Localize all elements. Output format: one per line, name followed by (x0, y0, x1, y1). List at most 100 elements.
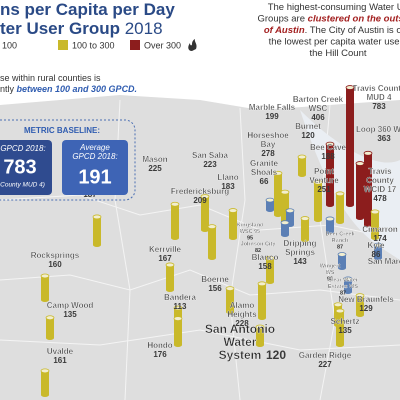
cylinder (338, 254, 346, 268)
cylinder-top (355, 161, 365, 166)
location-value: 120 (266, 348, 286, 362)
text-run: ns per Capita per Day (0, 0, 175, 19)
cylinder (286, 210, 294, 225)
cylinder (171, 204, 179, 238)
cylinder-top (228, 208, 238, 213)
cylinder-top (273, 170, 283, 176)
cylinder (41, 370, 49, 395)
text-run: clustered on the outskirt (308, 13, 400, 24)
text-run: between 100 and 300 GPCD. (17, 84, 138, 94)
location-name: Travis County (353, 84, 400, 93)
note-line: The highest-consuming Water Us (268, 2, 400, 13)
location-value: 129 (359, 304, 373, 313)
cylinder-top (170, 201, 180, 207)
location-value: 158 (258, 262, 272, 271)
cylinder-top (265, 255, 275, 261)
cylinder (336, 193, 344, 222)
legend-swatch (58, 40, 68, 50)
location-value: 478 (373, 194, 387, 203)
cylinder (371, 211, 379, 238)
location-value: 143 (293, 257, 307, 266)
cylinder-top (207, 224, 217, 230)
location-name: New Braunfels (338, 295, 394, 304)
note-line: ntly between 100 and 300 GPCD. (0, 84, 137, 94)
cylinder (326, 218, 334, 232)
location-value: 86 (372, 250, 381, 259)
location-name: Kerrville (149, 245, 182, 254)
location-name: Venture (309, 176, 339, 185)
location-name: Barton Creek (293, 95, 344, 104)
cylinder (266, 200, 274, 210)
location-name: Kingsland (237, 222, 264, 228)
cylinder-top (40, 273, 50, 279)
location-name: Cimarron (362, 225, 398, 234)
location-value: 135 (338, 326, 352, 335)
note-line: the Hill Count (309, 48, 366, 59)
text-run: . The City of Austin is one (305, 25, 400, 36)
location-value: 87 (340, 290, 346, 296)
cylinder (346, 87, 354, 205)
location-name: WCID 17 (364, 185, 397, 194)
location-name: Travis (368, 167, 392, 176)
location-name: Dripping (284, 239, 317, 248)
cylinder-top (343, 276, 353, 282)
cylinder-top (335, 191, 345, 197)
title-line: ter User Group 2018 (0, 19, 163, 38)
cylinder-top (255, 324, 265, 330)
location-value: 95 (247, 235, 253, 241)
location-name: County (366, 176, 394, 185)
cylinder-top (40, 368, 50, 374)
location-value: 87 (337, 244, 343, 250)
location-value: 223 (203, 160, 217, 169)
location-name: Rocksprings (31, 251, 80, 260)
text-run: ter User Group (0, 19, 120, 38)
cylinder (336, 310, 344, 345)
note-line: se within rural counties is (0, 73, 101, 83)
location-name: San Marco (368, 257, 400, 266)
location-name: San Saba (192, 151, 229, 160)
cylinder-top (300, 216, 310, 221)
location-name: Blanco (252, 253, 279, 262)
location-value: 783 (372, 102, 386, 111)
baseline-heading: METRIC BASELINE: (24, 126, 100, 135)
cylinder-top (173, 316, 183, 322)
text-run: se within rural counties is (0, 73, 101, 83)
location-name: Boerne (201, 275, 229, 284)
text-run: The highest-consuming Water Us (268, 2, 400, 13)
max-box (0, 140, 52, 195)
location-name: Point (314, 167, 334, 176)
cylinder-top (355, 293, 365, 299)
legend-label: 100 (2, 40, 17, 50)
location-name: Johnson City (241, 241, 277, 247)
cylinder-top (173, 305, 183, 311)
location-value: 188 (321, 152, 335, 161)
cylinder-top (363, 150, 373, 156)
location-name: WSC 95 (240, 229, 260, 235)
note-line: Groups are clustered on the outskirt (257, 13, 400, 24)
location-name: Bee Cave (310, 143, 347, 152)
cylinder-top (225, 286, 235, 292)
location-name: Garden Ridge (299, 351, 352, 360)
location-name: Kyle (368, 241, 385, 250)
cylinder-top (345, 85, 355, 90)
location-name: Wingert (320, 263, 341, 269)
title-line: ns per Capita per Day (0, 0, 175, 19)
location-name: Deer Creek (325, 231, 355, 237)
location-name: Uvalde (47, 347, 74, 356)
cylinder (208, 226, 216, 258)
text-run: 2018 (125, 19, 163, 38)
location-name: Ranch (332, 238, 349, 244)
location-name: Horseshoe (247, 131, 289, 140)
note-line: the lowest per capita water users (269, 36, 400, 47)
cylinder (314, 182, 322, 220)
location-name: Estates WS (328, 284, 358, 290)
cylinder-top (370, 209, 380, 215)
location-name: Granite (250, 159, 279, 168)
location-value: 228 (235, 319, 249, 328)
location-name: Burnet (295, 122, 321, 131)
cylinder-top (285, 208, 295, 214)
cylinder (229, 210, 237, 238)
max-note: s County MUD 4) (0, 182, 45, 189)
